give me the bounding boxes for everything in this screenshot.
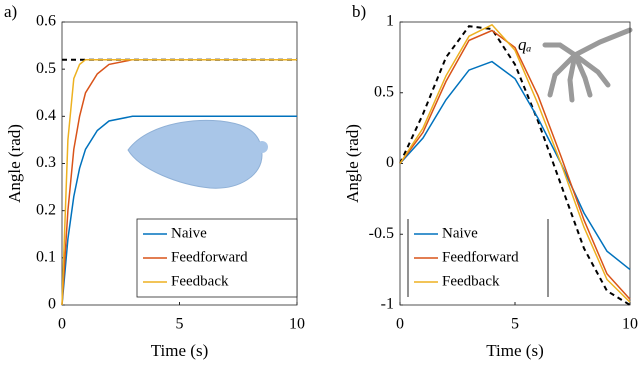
x-tick-label: 0 <box>396 316 404 333</box>
hand-image <box>542 27 633 103</box>
x-tick-label: 10 <box>622 316 638 333</box>
y-axis-label: Angle (rad) <box>343 124 362 203</box>
y-tick-label: 0.6 <box>36 13 56 30</box>
series-line <box>61 58 297 306</box>
panel-label: a) <box>4 2 17 21</box>
x-tick-label: 5 <box>176 316 184 333</box>
y-tick-label: -0.5 <box>369 225 394 242</box>
series-line <box>399 23 631 303</box>
y-tick-label: 0.5 <box>374 83 394 100</box>
legend-label: Feedforward <box>442 249 519 265</box>
series-line <box>399 60 631 271</box>
x-axis-label: Time (s) <box>486 341 543 360</box>
y-axis-label: Angle (rad) <box>5 124 24 203</box>
y-tick-label: 0 <box>386 154 394 171</box>
y-tick-label: 0.5 <box>36 60 56 77</box>
object-image <box>256 141 268 153</box>
x-tick-label: 0 <box>58 316 66 333</box>
series-line <box>399 29 631 300</box>
annotation: qₐ <box>518 35 532 54</box>
y-tick-label: 1 <box>386 13 394 30</box>
y-tick-label: 0.1 <box>36 249 56 266</box>
x-tick-label: 10 <box>289 316 305 333</box>
legend-label: Feedback <box>171 273 229 289</box>
legend-label: Naive <box>442 225 478 241</box>
legend-label: Naive <box>171 225 207 241</box>
y-tick-label: 0.2 <box>36 201 56 218</box>
object-image <box>127 119 263 189</box>
y-tick-label: 0.4 <box>36 107 56 124</box>
y-tick-label: -1 <box>381 296 394 313</box>
y-tick-label: 0 <box>48 296 56 313</box>
series-line <box>61 115 297 306</box>
legend-label: Feedforward <box>171 249 248 265</box>
legend-label: Feedback <box>442 273 500 289</box>
reference-line <box>399 25 631 306</box>
y-tick-label: 0.3 <box>36 154 56 171</box>
panel-label: b) <box>352 2 366 21</box>
x-tick-label: 5 <box>511 316 519 333</box>
x-axis-label: Time (s) <box>151 341 208 360</box>
